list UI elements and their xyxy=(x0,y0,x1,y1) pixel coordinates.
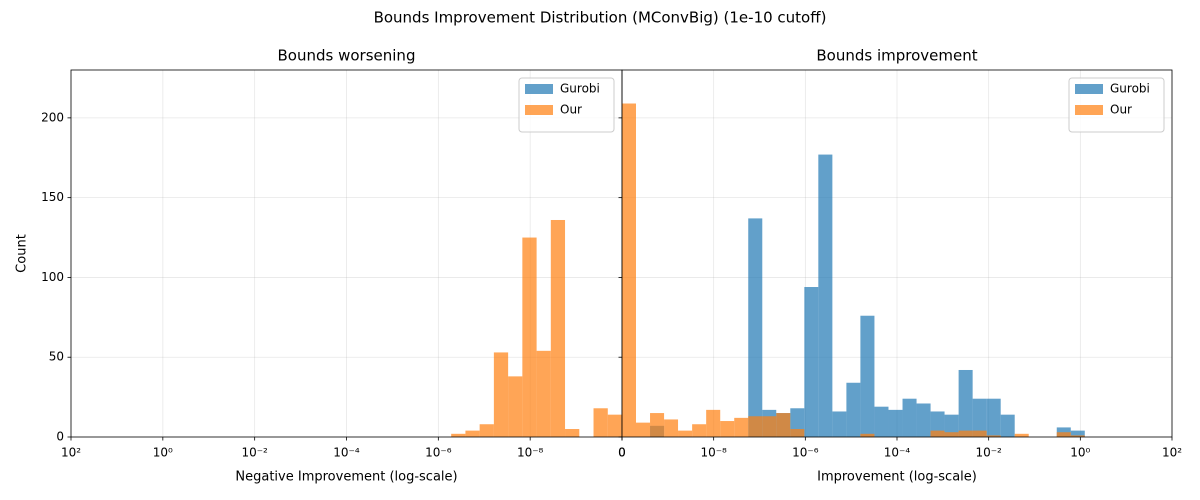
histogram-bar xyxy=(635,422,651,437)
histogram-bar xyxy=(972,398,987,437)
axes-title: Bounds improvement xyxy=(816,47,977,65)
y-axis-label: Count xyxy=(15,234,30,273)
histogram-bar xyxy=(1000,414,1015,437)
histogram-bar xyxy=(465,430,480,437)
x-tick-label: 0 xyxy=(618,446,626,460)
x-tick-label: 10⁻² xyxy=(975,446,1002,460)
x-tick-label: 10⁻⁸ xyxy=(517,446,544,460)
histogram-bar xyxy=(832,411,847,437)
y-tick-label: 100 xyxy=(41,270,64,284)
x-tick-label: 10⁻⁴ xyxy=(884,446,911,460)
axes-title: Bounds worsening xyxy=(278,47,416,65)
legend-swatch xyxy=(1075,105,1103,115)
histogram-bar xyxy=(748,218,763,437)
histogram-bar xyxy=(1070,435,1085,437)
histogram-bar xyxy=(650,413,665,437)
histogram-bar xyxy=(986,398,1001,437)
y-tick-label: 0 xyxy=(56,430,64,444)
histogram-bar xyxy=(958,430,973,437)
histogram-bar xyxy=(986,435,1001,437)
histogram-bar xyxy=(678,430,693,437)
histogram-bar xyxy=(451,433,466,437)
histogram-bar xyxy=(874,406,889,437)
x-axis-label: Improvement (log-scale) xyxy=(817,470,977,485)
histogram-bar xyxy=(536,350,551,437)
legend-label: Gurobi xyxy=(560,82,600,96)
y-tick-label: 50 xyxy=(49,350,64,364)
histogram-bar xyxy=(508,376,523,437)
histogram-bar xyxy=(706,409,721,437)
histogram-bar xyxy=(550,219,566,437)
histogram-bar xyxy=(860,433,875,437)
histogram-bar xyxy=(522,237,537,437)
histogram-bar xyxy=(692,424,707,437)
x-tick-label: 10² xyxy=(61,446,81,460)
histogram-bar xyxy=(804,287,819,437)
histogram-bar xyxy=(944,414,959,437)
histogram-bar xyxy=(479,424,494,437)
histogram-bar xyxy=(846,382,861,437)
legend-swatch xyxy=(1075,84,1103,94)
histogram-bar xyxy=(622,103,636,437)
x-tick-label: 10⁰ xyxy=(153,446,173,460)
histogram-bar xyxy=(972,430,987,437)
x-tick-label: 10⁰ xyxy=(1070,446,1090,460)
x-tick-label: 10⁻⁶ xyxy=(792,446,819,460)
x-axis-label: Negative Improvement (log-scale) xyxy=(235,470,457,485)
x-tick-label: 10⁻⁸ xyxy=(700,446,727,460)
axes-frame xyxy=(621,69,1173,438)
x-tick-label: 10⁻⁴ xyxy=(333,446,360,460)
histogram-bar xyxy=(916,403,931,437)
histogram-bar xyxy=(593,408,608,437)
x-tick-label: 10⁻² xyxy=(241,446,268,460)
y-tick-label: 200 xyxy=(41,110,64,124)
histogram-bar xyxy=(734,417,749,437)
histogram-bar xyxy=(944,432,959,437)
histogram-bar xyxy=(664,419,679,437)
x-tick-label: 0 xyxy=(618,446,626,460)
histogram-bar xyxy=(607,414,622,437)
legend-label: Gurobi xyxy=(1110,82,1150,96)
legend-label: Our xyxy=(560,103,582,117)
histogram-bar xyxy=(493,352,509,437)
histogram-bar xyxy=(888,409,903,437)
legend-label: Our xyxy=(1110,103,1132,117)
y-tick-label: 150 xyxy=(41,190,64,204)
histogram-bar xyxy=(776,413,791,437)
histogram-bar xyxy=(1070,430,1085,437)
histogram-bar xyxy=(958,369,973,437)
legend-swatch xyxy=(525,84,553,94)
x-tick-label: 10² xyxy=(1162,446,1182,460)
x-tick-label: 10⁻⁶ xyxy=(425,446,452,460)
histogram-bar xyxy=(720,421,735,437)
histogram-bar xyxy=(1014,433,1029,437)
histogram-bar xyxy=(748,416,763,437)
histogram-bar xyxy=(790,429,805,437)
histogram-bar xyxy=(1056,432,1071,437)
histogram-bar xyxy=(902,398,917,437)
histogram-bar xyxy=(860,315,875,437)
histogram-bar xyxy=(930,430,945,437)
histogram-bar xyxy=(762,416,777,437)
histogram-bar xyxy=(818,154,833,437)
figure-title: Bounds Improvement Distribution (MConvBi… xyxy=(374,9,827,27)
histogram-bar xyxy=(565,429,580,437)
legend-swatch xyxy=(525,105,553,115)
